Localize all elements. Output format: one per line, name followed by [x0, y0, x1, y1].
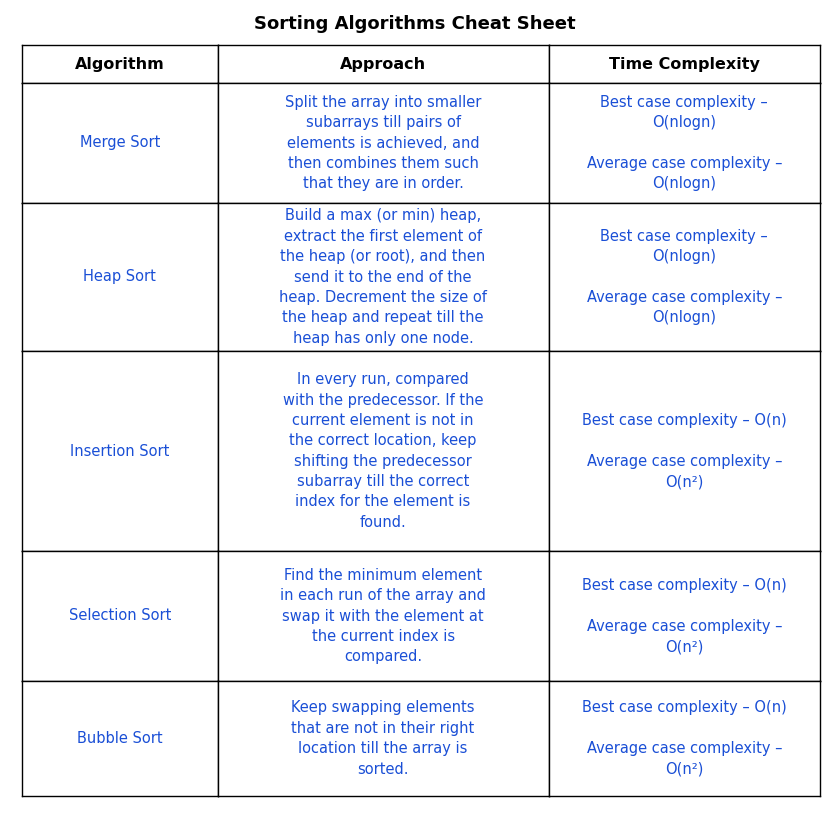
Text: Best case complexity –
O(nlogn)

Average case complexity –
O(nlogn): Best case complexity – O(nlogn) Average … [586, 229, 781, 325]
Text: Insertion Sort: Insertion Sort [70, 443, 169, 458]
Text: Split the array into smaller
subarrays till pairs of
elements is achieved, and
t: Split the array into smaller subarrays t… [285, 95, 481, 191]
Text: Algorithm: Algorithm [75, 56, 165, 71]
Text: Selection Sort: Selection Sort [69, 608, 171, 623]
Text: Approach: Approach [339, 56, 426, 71]
Text: Best case complexity – O(n)

Average case complexity –
O(n²): Best case complexity – O(n) Average case… [581, 701, 786, 777]
Text: Sorting Algorithms Cheat Sheet: Sorting Algorithms Cheat Sheet [253, 15, 575, 33]
Text: Merge Sort: Merge Sort [79, 135, 160, 150]
Text: Build a max (or min) heap,
extract the first element of
the heap (or root), and : Build a max (or min) heap, extract the f… [279, 208, 486, 346]
Text: Find the minimum element
in each run of the array and
swap it with the element a: Find the minimum element in each run of … [280, 568, 485, 664]
Text: In every run, compared
with the predecessor. If the
current element is not in
th: In every run, compared with the predeces… [282, 372, 483, 530]
Text: Heap Sort: Heap Sort [84, 270, 156, 285]
Text: Keep swapping elements
that are not in their right
location till the array is
so: Keep swapping elements that are not in t… [291, 701, 474, 777]
Text: Time Complexity: Time Complexity [609, 56, 758, 71]
Text: Best case complexity – O(n)

Average case complexity –
O(n²): Best case complexity – O(n) Average case… [581, 578, 786, 654]
Text: Bubble Sort: Bubble Sort [77, 731, 162, 746]
Text: Best case complexity –
O(nlogn)

Average case complexity –
O(nlogn): Best case complexity – O(nlogn) Average … [586, 95, 781, 191]
Text: Best case complexity – O(n)

Average case complexity –
O(n²): Best case complexity – O(n) Average case… [581, 413, 786, 489]
